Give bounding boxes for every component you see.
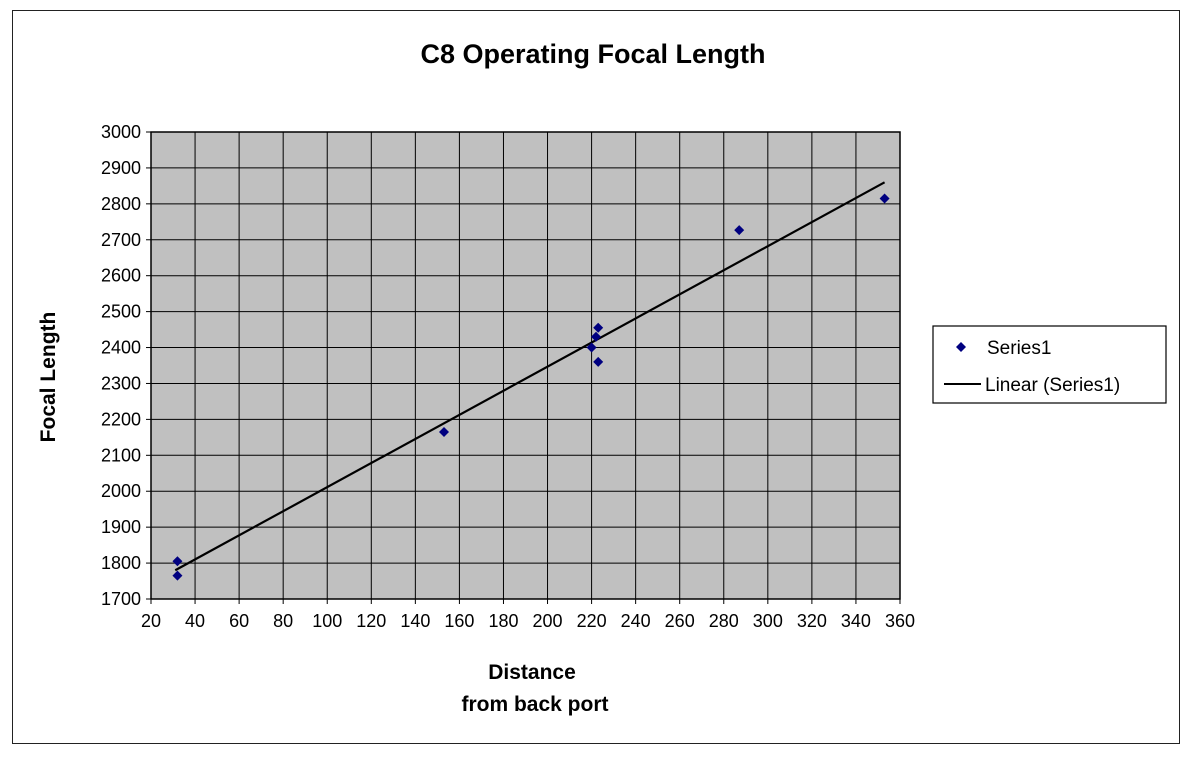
y-tick-label: 3000 — [101, 122, 141, 142]
y-tick-label: 2900 — [101, 158, 141, 178]
y-tick-label: 1900 — [101, 517, 141, 537]
x-tick-label: 220 — [577, 611, 607, 631]
plot-area — [150, 131, 901, 600]
data-point-marker — [590, 331, 601, 342]
x-tick-label: 80 — [273, 611, 293, 631]
data-point-marker — [172, 556, 183, 567]
x-tick-label: 340 — [841, 611, 871, 631]
y-tick-label: 1800 — [101, 553, 141, 573]
data-point-marker — [879, 193, 890, 204]
x-tick-label: 100 — [312, 611, 342, 631]
y-tick-label: 2500 — [101, 302, 141, 322]
chart-title: C8 Operating Focal Length — [420, 39, 765, 69]
x-tick-label: 20 — [141, 611, 161, 631]
legend-trendline-label: Linear (Series1) — [985, 375, 1120, 396]
chart-svg: C8 Operating Focal Length 20 40 60 80 100 120… — [37, 39, 1167, 716]
legend: Series1 Linear (Series1) — [932, 325, 1167, 404]
y-tick-label: 1700 — [101, 589, 141, 609]
y-tick-label: 2300 — [101, 373, 141, 393]
x-tick-label: 40 — [185, 611, 205, 631]
data-point-marker — [172, 570, 183, 581]
x-tick-label: 240 — [621, 611, 651, 631]
x-axis-label-line1: Distance — [488, 661, 576, 684]
legend-series1-marker — [956, 342, 966, 352]
data-points — [172, 193, 890, 581]
x-tick-label: 360 — [885, 611, 915, 631]
y-tick-label: 2800 — [101, 194, 141, 214]
chart-area: C8 Operating Focal Length 20 40 60 80 100 120… — [12, 10, 1180, 744]
x-tick-label: 180 — [488, 611, 518, 631]
x-tick-label: 160 — [444, 611, 474, 631]
x-axis-label-line2: from back port — [461, 693, 608, 716]
plot-frame — [150, 131, 901, 600]
y-tick-label: 2100 — [101, 445, 141, 465]
x-tick-label: 200 — [533, 611, 563, 631]
x-tick-label: 60 — [229, 611, 249, 631]
data-point-marker — [593, 322, 604, 333]
y-tick-label: 2000 — [101, 481, 141, 501]
gridlines — [150, 131, 901, 600]
y-tick-labels: 1700 1800 1900 2000 2100 2200 2300 2400 2500 2600… — [101, 122, 151, 609]
x-tick-label: 140 — [400, 611, 430, 631]
y-tick-label: 2600 — [101, 266, 141, 286]
trendline-group — [174, 181, 886, 572]
data-point-marker — [734, 225, 745, 236]
y-axis-label: Focal Length — [37, 312, 60, 443]
x-tick-label: 280 — [709, 611, 739, 631]
y-tick-label: 2200 — [101, 409, 141, 429]
data-point-marker — [438, 426, 449, 437]
plot-background — [151, 132, 900, 599]
legend-box — [932, 325, 1167, 404]
legend-series1-label: Series1 — [987, 338, 1051, 359]
data-point-marker — [586, 342, 597, 353]
x-tick-label: 120 — [356, 611, 386, 631]
x-tick-label: 300 — [753, 611, 783, 631]
x-tick-label: 320 — [797, 611, 827, 631]
y-tick-label: 2400 — [101, 338, 141, 358]
y-tick-label: 2700 — [101, 230, 141, 250]
trendline — [174, 181, 886, 572]
x-tick-label: 260 — [665, 611, 695, 631]
x-tick-labels: 20 40 60 80 100 120 140 160 180 200 220 240 260 280 30… — [141, 599, 915, 631]
data-point-marker — [593, 356, 604, 367]
